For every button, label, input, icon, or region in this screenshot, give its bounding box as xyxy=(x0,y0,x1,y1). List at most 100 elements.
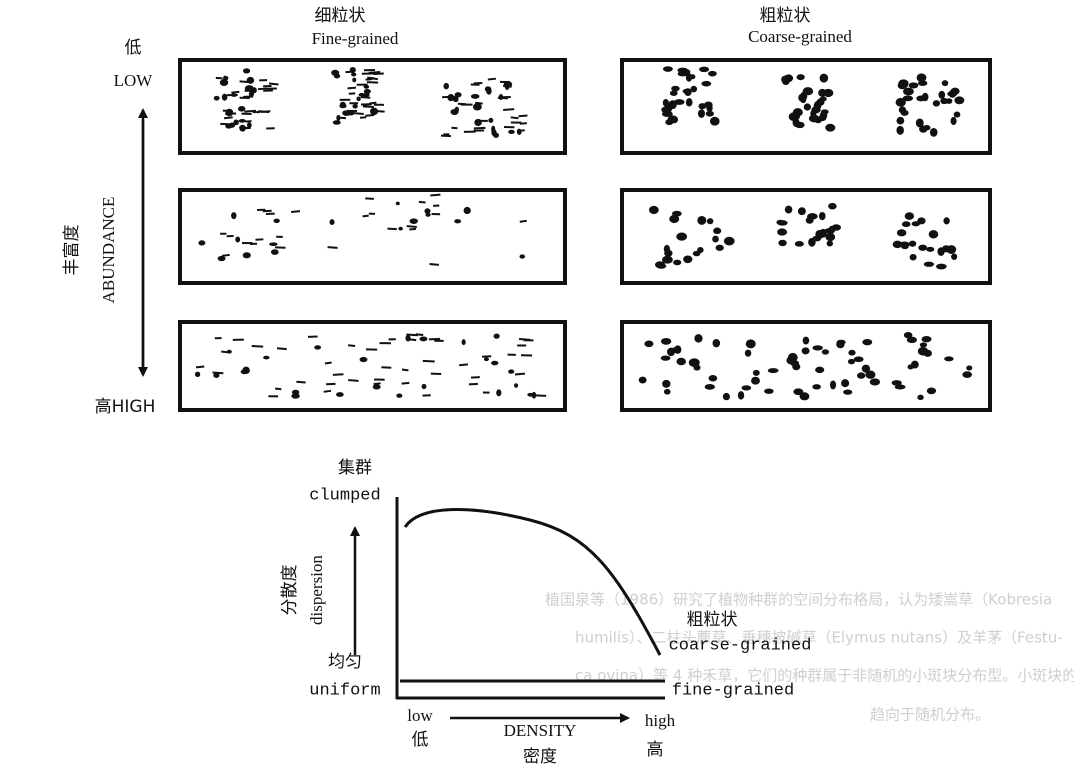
speck xyxy=(896,117,904,125)
speck xyxy=(243,252,251,258)
speck xyxy=(897,229,906,236)
pattern-boxes xyxy=(180,60,990,410)
speck xyxy=(905,212,914,220)
low-label-en: LOW xyxy=(114,71,154,90)
speck xyxy=(909,241,916,247)
speck xyxy=(514,383,518,388)
speck xyxy=(488,118,493,123)
speck xyxy=(706,104,712,112)
speck xyxy=(673,260,681,266)
speck xyxy=(325,363,332,364)
speck xyxy=(857,372,865,378)
speck xyxy=(519,254,525,258)
speck xyxy=(352,78,356,83)
speck xyxy=(903,88,914,96)
speck xyxy=(348,345,355,346)
speck xyxy=(902,221,911,227)
speck xyxy=(471,377,480,378)
pattern-box xyxy=(180,322,565,410)
speck xyxy=(896,126,904,135)
speck xyxy=(944,356,953,361)
speck xyxy=(825,233,835,241)
speck xyxy=(381,367,391,368)
speck xyxy=(351,73,356,77)
speck xyxy=(870,378,880,385)
speck xyxy=(810,110,816,118)
speck xyxy=(714,227,720,233)
fine-label-zh: 细粒状 xyxy=(315,6,366,26)
speck xyxy=(473,103,482,110)
speck xyxy=(424,208,430,214)
speck xyxy=(324,391,331,392)
speck xyxy=(940,98,948,104)
speck xyxy=(823,89,833,97)
speck xyxy=(922,336,932,342)
speck xyxy=(337,117,346,118)
speck xyxy=(455,107,459,113)
speck xyxy=(333,120,341,125)
speck xyxy=(691,86,698,93)
speck xyxy=(527,393,534,397)
speck xyxy=(966,365,972,370)
speck xyxy=(218,256,226,261)
speck xyxy=(798,94,804,102)
speck xyxy=(712,339,720,347)
speck xyxy=(328,247,338,248)
speck xyxy=(216,78,223,79)
speck xyxy=(517,130,524,131)
speck xyxy=(277,348,287,349)
speck xyxy=(819,212,826,220)
speck xyxy=(661,356,671,361)
speck xyxy=(962,371,972,378)
speck xyxy=(686,98,693,106)
speck xyxy=(674,345,681,353)
speck xyxy=(369,103,376,104)
speck xyxy=(367,82,378,83)
speck xyxy=(365,115,374,116)
speck xyxy=(909,82,919,88)
speck xyxy=(683,256,692,264)
dispersion-zh: 分散度 xyxy=(280,565,300,616)
background-bleed: 植国泉等（1986）研究了植物种群的空间分布格局，认为矮嵩草（Kobresia … xyxy=(545,591,1074,724)
speck xyxy=(668,100,676,109)
fine-label-en: Fine-grained xyxy=(312,29,399,48)
speck xyxy=(333,374,344,375)
speck xyxy=(803,337,810,345)
high-en: high xyxy=(645,711,676,730)
speck xyxy=(443,83,448,89)
speck xyxy=(520,221,527,222)
speck xyxy=(339,104,346,108)
speck xyxy=(694,334,702,342)
speck xyxy=(862,365,870,373)
speck xyxy=(496,389,501,396)
speck xyxy=(782,79,789,85)
speck xyxy=(724,237,735,246)
speck xyxy=(238,106,245,112)
speck xyxy=(922,93,929,102)
speck xyxy=(843,390,852,395)
speck xyxy=(348,380,358,381)
speck xyxy=(367,78,374,79)
speck xyxy=(275,388,281,389)
speck xyxy=(664,250,672,257)
speck xyxy=(708,71,717,77)
speck xyxy=(352,113,364,114)
speck xyxy=(942,80,949,86)
speck xyxy=(712,236,719,243)
speck xyxy=(807,213,818,219)
speck xyxy=(954,111,961,117)
high-label: 高HIGH xyxy=(95,397,156,417)
speck xyxy=(508,369,514,373)
speck xyxy=(419,202,426,203)
speck xyxy=(918,245,927,251)
speck xyxy=(240,81,250,82)
speck xyxy=(919,125,927,132)
speck xyxy=(917,395,923,400)
density-zh: 密度 xyxy=(523,747,557,767)
speck xyxy=(943,217,949,224)
speck xyxy=(825,124,835,132)
speck xyxy=(422,384,427,389)
speck xyxy=(369,72,380,73)
speck xyxy=(454,219,461,223)
speck xyxy=(224,117,233,118)
